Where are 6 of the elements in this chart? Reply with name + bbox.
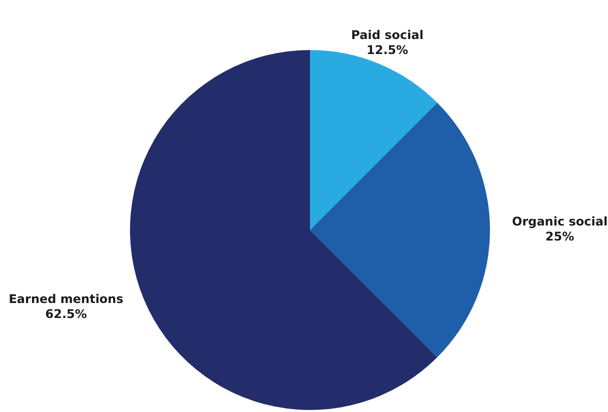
data-label: 12.5% xyxy=(366,43,408,57)
data-label: 62.5% xyxy=(45,306,87,321)
data-label: 25% xyxy=(545,230,574,244)
slice-label: Organic social xyxy=(512,214,608,229)
slice-label: Earned mentions xyxy=(8,292,124,306)
slice-label: Paid social xyxy=(351,28,424,42)
